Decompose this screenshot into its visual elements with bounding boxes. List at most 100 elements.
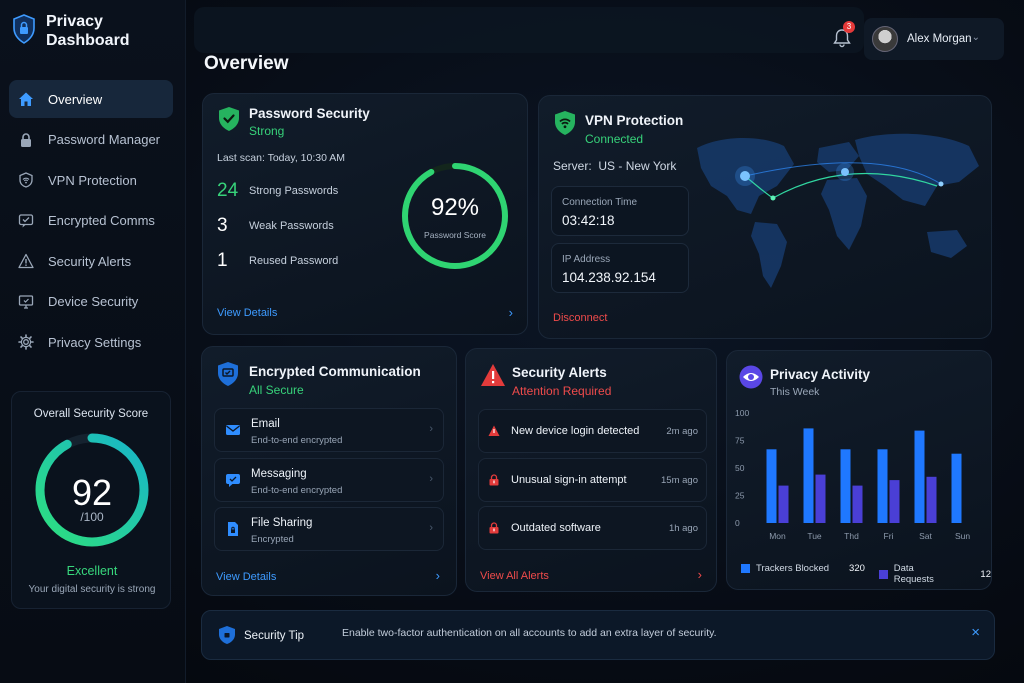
connection-time-box: Connection Time 03:42:18 bbox=[551, 186, 689, 236]
legend-swatch bbox=[879, 569, 888, 579]
connection-time-label: Connection Time bbox=[562, 197, 638, 208]
chevron-right-icon: › bbox=[429, 473, 433, 485]
bar-data-requests-sat bbox=[926, 476, 937, 523]
password-score-value: 92% bbox=[430, 194, 480, 221]
alert-time: 1h ago bbox=[668, 523, 698, 534]
brand: Privacy Dashboard bbox=[12, 12, 136, 50]
alert-item[interactable]: New device login detected 2m ago bbox=[478, 409, 707, 453]
warning-icon bbox=[481, 364, 505, 386]
activity-subtitle: This Week bbox=[770, 386, 820, 398]
vpn-server-value: US - New York bbox=[598, 159, 677, 173]
comms-title: Encrypted Communication bbox=[249, 364, 421, 379]
security-tip-title: Security Tip bbox=[244, 630, 305, 642]
x-tick-label: Sun bbox=[955, 531, 970, 541]
alert-title: Unusual sign-in attempt bbox=[511, 474, 627, 486]
ip-address-label: IP Address bbox=[562, 254, 611, 265]
bar-trackers-blocked-thd bbox=[840, 449, 851, 523]
vpn-status: Connected bbox=[585, 132, 644, 146]
stat-weak: 3 Weak Passwords bbox=[217, 215, 334, 237]
stat-number: 24 bbox=[217, 180, 239, 201]
connection-time-value: 03:42:18 bbox=[562, 213, 615, 228]
comms-item-email[interactable]: Email End-to-end encrypted › bbox=[214, 408, 444, 452]
legend-label: Data Requests bbox=[893, 563, 934, 585]
sidebar-item-vpn-protection[interactable]: VPN Protection bbox=[9, 161, 173, 199]
ip-address-value: 104.238.92.154 bbox=[562, 270, 656, 285]
sidebar-item-label: Overview bbox=[48, 91, 103, 107]
legend-trackers: Trackers Blocked 320 bbox=[741, 563, 865, 574]
sidebar-item-password-manager[interactable]: Password Manager bbox=[9, 121, 173, 159]
alert-item[interactable]: Unusual sign-in attempt 15m ago bbox=[478, 458, 707, 502]
stat-label: Weak Passwords bbox=[249, 220, 334, 232]
home-icon bbox=[19, 92, 33, 106]
shield-icon bbox=[219, 626, 235, 644]
eye-icon bbox=[739, 365, 763, 389]
brand-title: Privacy Dashboard bbox=[46, 13, 130, 49]
user-menu[interactable]: Alex Morgan ⌄ bbox=[864, 18, 1004, 60]
stat-number: 3 bbox=[217, 215, 228, 236]
disconnect-button[interactable]: Disconnect bbox=[553, 312, 608, 324]
sidebar-item-device-security[interactable]: Device Security bbox=[9, 283, 173, 321]
comms-item-title: Email bbox=[251, 418, 280, 430]
encrypted-communication-card: Encrypted Communication All Secure Email… bbox=[201, 346, 457, 596]
security-alerts-card: Security Alerts Attention Required New d… bbox=[465, 348, 717, 592]
overall-score-value: 92 bbox=[71, 472, 113, 513]
sidebar-item-encrypted-comms[interactable]: Encrypted Comms bbox=[9, 202, 173, 240]
bar-data-requests-fri bbox=[889, 480, 900, 523]
bar-trackers-blocked-sat bbox=[914, 430, 925, 523]
comms-status: All Secure bbox=[249, 383, 304, 397]
shield-wifi-icon bbox=[19, 172, 33, 188]
comms-item-messaging[interactable]: Messaging End-to-end encrypted › bbox=[214, 458, 444, 502]
overall-score-ring bbox=[35, 433, 149, 547]
close-icon[interactable]: × bbox=[971, 624, 980, 641]
password-security-title: Password Security bbox=[249, 106, 370, 121]
chevron-right-icon[interactable]: › bbox=[435, 568, 440, 583]
security-tip-text: Enable two-factor authentication on all … bbox=[342, 627, 717, 639]
message-icon bbox=[18, 213, 34, 227]
alert-item[interactable]: Outdated software 1h ago bbox=[478, 506, 707, 550]
lock-icon bbox=[21, 132, 31, 147]
stat-reused: 1 Reused Password bbox=[217, 250, 338, 272]
sidebar: Privacy Dashboard Overview Password Mana… bbox=[0, 0, 186, 683]
password-view-details-link[interactable]: View Details bbox=[217, 307, 278, 319]
comms-item-sub: Encrypted bbox=[251, 534, 294, 545]
y-tick-label: 0 bbox=[735, 518, 740, 528]
activity-title: Privacy Activity bbox=[770, 367, 871, 382]
shield-wifi-icon bbox=[555, 111, 575, 135]
comms-item-file-sharing[interactable]: File Sharing Encrypted › bbox=[214, 507, 444, 551]
y-tick-label: 50 bbox=[735, 463, 745, 473]
bar-trackers-blocked-tue bbox=[803, 428, 814, 523]
sidebar-item-security-alerts[interactable]: Security Alerts bbox=[9, 242, 173, 280]
notification-badge: 3 bbox=[843, 21, 855, 33]
shield-check-icon bbox=[219, 107, 239, 131]
sidebar-item-label: VPN Protection bbox=[48, 172, 137, 188]
legend-label: Trackers Blocked bbox=[756, 563, 830, 574]
comms-view-details-link[interactable]: View Details bbox=[216, 571, 277, 583]
shield-message-icon bbox=[218, 362, 238, 386]
bar-trackers-blocked-fri bbox=[877, 449, 888, 523]
mail-icon bbox=[226, 425, 240, 435]
legend-value: 320 bbox=[849, 563, 865, 574]
alert-title: Outdated software bbox=[511, 522, 601, 534]
legend-value: 12 bbox=[980, 568, 991, 580]
chevron-right-icon[interactable]: › bbox=[508, 305, 513, 320]
overall-score-card: Overall Security Score 92 /100 Excellent… bbox=[11, 391, 171, 609]
alert-time: 15m ago bbox=[661, 475, 698, 486]
view-all-alerts-link[interactable]: View All Alerts bbox=[480, 570, 549, 582]
chevron-right-icon[interactable]: › bbox=[697, 567, 702, 582]
sidebar-item-overview[interactable]: Overview bbox=[9, 80, 173, 118]
legend-data-requests: Data Requests 12 bbox=[879, 563, 991, 585]
chat-icon bbox=[226, 474, 240, 487]
chevron-right-icon: › bbox=[429, 423, 433, 435]
sidebar-item-privacy-settings[interactable]: Privacy Settings bbox=[9, 323, 173, 361]
avatar bbox=[872, 26, 898, 52]
vpn-title: VPN Protection bbox=[585, 113, 684, 128]
y-tick-label: 100 bbox=[735, 408, 749, 418]
last-scan: Last scan: Today, 10:30 AM bbox=[217, 152, 346, 164]
alert-time: 2m ago bbox=[666, 426, 698, 437]
vpn-protection-card: VPN Protection Connected Server: US - Ne… bbox=[538, 95, 992, 339]
overall-score-label: Overall Security Score bbox=[33, 408, 149, 420]
comms-item-title: Messaging bbox=[251, 468, 307, 480]
password-score-ring bbox=[402, 163, 508, 269]
sidebar-item-label: Encrypted Comms bbox=[48, 213, 155, 228]
